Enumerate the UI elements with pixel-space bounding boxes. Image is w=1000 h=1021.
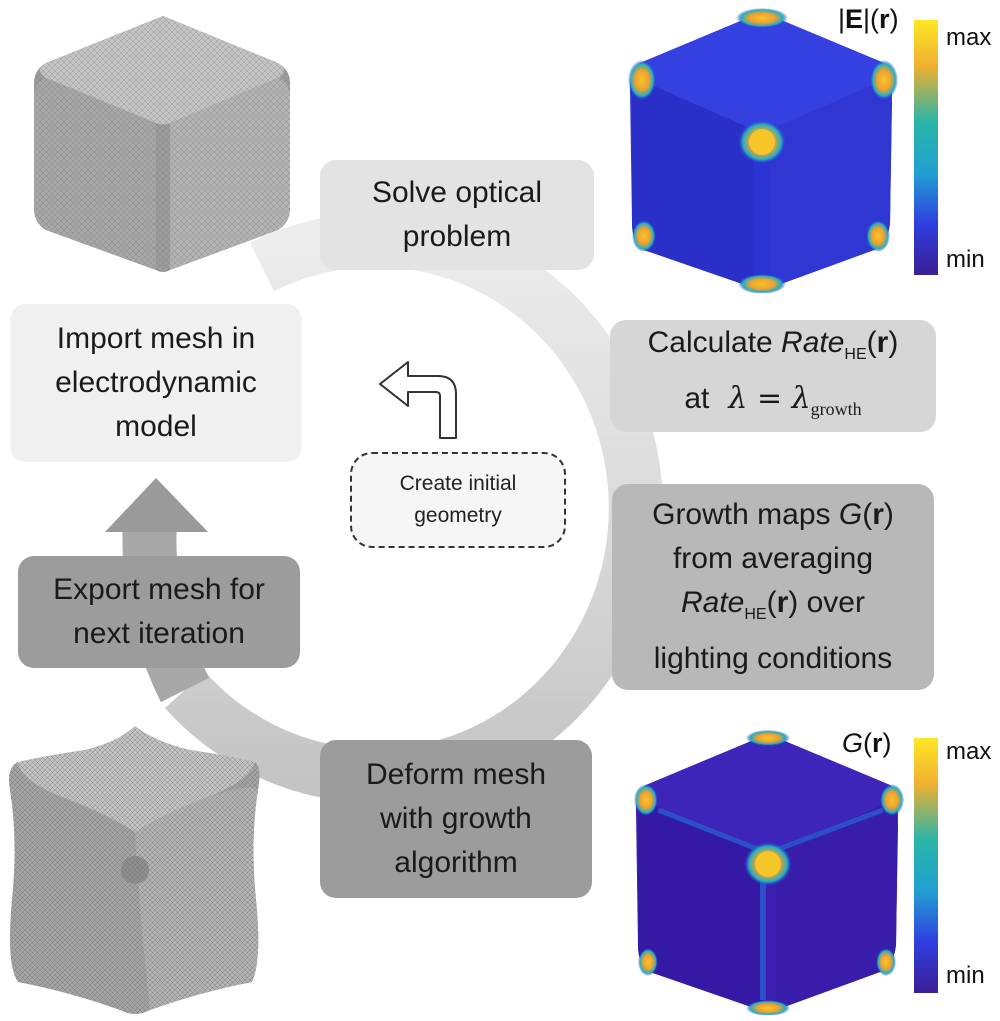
step-deform-mesh-label: Deform mesh with growth algorithm <box>365 758 547 879</box>
step-growth-maps: Growth maps G(r) from averaging RateHE(r… <box>612 484 934 690</box>
deformed-mesh-cube <box>9 726 260 1014</box>
field-map-cube <box>628 8 898 293</box>
step-solve-optical-label: Solve optical problem <box>371 176 543 253</box>
step-import-mesh-label: Import mesh in electrodynamic model <box>55 322 257 443</box>
step-import-mesh: Import mesh in electrodynamic model <box>10 304 302 462</box>
calc-line2: at λ = λgrowth <box>684 381 862 419</box>
growth-colorbar-title: G(r) <box>842 728 892 758</box>
field-colorbar-min: min <box>946 246 985 273</box>
calc-line1: Calculate RateHE(r) <box>647 326 899 363</box>
growth-colorbar <box>914 738 938 993</box>
step-export-mesh: Export mesh for next iteration <box>18 556 300 668</box>
cycle-arrowhead <box>105 478 208 532</box>
step-create-geometry-label: Create initial geometry <box>399 472 517 527</box>
start-arrow-icon <box>379 361 457 439</box>
initial-mesh-cube <box>34 16 290 272</box>
field-colorbar <box>914 20 938 275</box>
growth-map-cube <box>634 730 904 1015</box>
step-export-mesh-label: Export mesh for next iteration <box>53 573 265 650</box>
field-colorbar-max: max <box>946 24 992 51</box>
growth-colorbar-min: min <box>946 962 985 989</box>
step-calculate-rate: Calculate RateHE(r) at λ = λgrowth <box>610 320 936 432</box>
growth-line4: lighting conditions <box>653 642 893 675</box>
growth-line3: RateHE(r) over <box>680 586 865 623</box>
step-deform-mesh: Deform mesh with growth algorithm <box>320 740 592 898</box>
growth-line2: from averaging <box>672 542 874 575</box>
growth-colorbar-max: max <box>946 738 992 765</box>
growth-line1: Growth maps G(r) <box>652 498 894 531</box>
step-solve-optical: Solve optical problem <box>320 160 594 270</box>
step-create-geometry: Create initial geometry <box>350 452 566 548</box>
field-colorbar-title: |E|(r) <box>838 4 899 34</box>
